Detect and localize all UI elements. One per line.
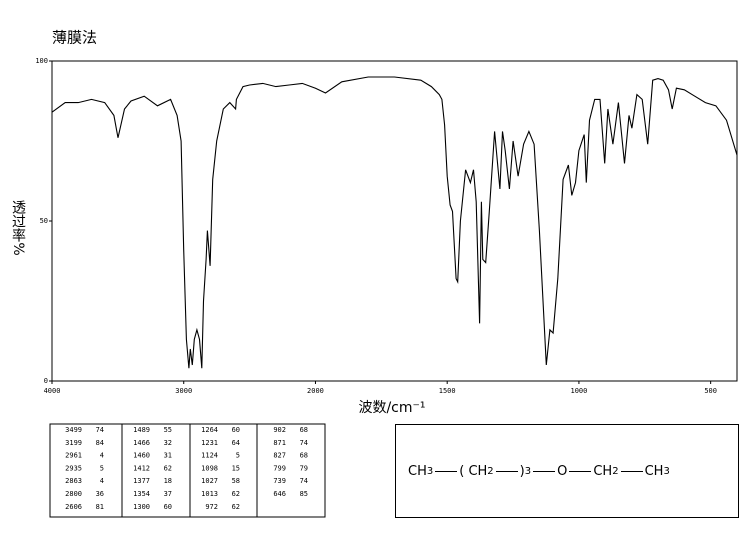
peak-transmittance: 37 bbox=[164, 490, 172, 498]
bond bbox=[569, 470, 592, 472]
x-axis-label: 波数/cm⁻¹ bbox=[358, 400, 425, 416]
y-axis-label: 透过率% bbox=[10, 200, 26, 255]
peak-wavenumber: 1354 bbox=[133, 490, 150, 498]
peak-wavenumber: 1377 bbox=[133, 477, 150, 485]
bond bbox=[620, 470, 643, 472]
peak-transmittance: 15 bbox=[232, 464, 240, 472]
peak-transmittance: 32 bbox=[164, 439, 172, 447]
peak-wavenumber: 2606 bbox=[65, 503, 82, 511]
peak-wavenumber: 1231 bbox=[201, 439, 218, 447]
peak-transmittance: 5 bbox=[236, 452, 240, 460]
peak-wavenumber: 739 bbox=[273, 477, 286, 485]
peak-transmittance: 74 bbox=[300, 477, 308, 485]
peak-wavenumber: 2863 bbox=[65, 477, 82, 485]
peak-wavenumber: 1300 bbox=[133, 503, 150, 511]
peak-wavenumber: 1460 bbox=[133, 452, 150, 460]
formula-subscript: 3 bbox=[524, 465, 532, 477]
x-tick-label: 2000 bbox=[307, 387, 324, 395]
peak-wavenumber: 2961 bbox=[65, 452, 82, 460]
peak-wavenumber: 3199 bbox=[65, 439, 82, 447]
peak-transmittance: 60 bbox=[232, 426, 240, 434]
x-tick-label: 3000 bbox=[175, 387, 192, 395]
peak-wavenumber: 2800 bbox=[65, 490, 82, 498]
x-tick-label: 1500 bbox=[439, 387, 456, 395]
peak-wavenumber: 1013 bbox=[201, 490, 218, 498]
peak-wavenumber: 2935 bbox=[65, 464, 82, 472]
peak-transmittance: 62 bbox=[232, 490, 240, 498]
formula-group: ) bbox=[519, 463, 525, 479]
x-tick-label: 1000 bbox=[570, 387, 587, 395]
formula-group: CH bbox=[644, 463, 664, 479]
peak-transmittance: 64 bbox=[232, 439, 240, 447]
formula-group: CH bbox=[408, 463, 427, 479]
peak-transmittance: 62 bbox=[164, 464, 172, 472]
peak-transmittance: 79 bbox=[300, 464, 308, 472]
peak-transmittance: 81 bbox=[96, 503, 104, 511]
peak-transmittance: 4 bbox=[100, 452, 104, 460]
peak-table-frame bbox=[49, 423, 326, 518]
peak-transmittance: 55 bbox=[164, 426, 172, 434]
x-tick-label: 4000 bbox=[44, 387, 61, 395]
formula-group: ( CH bbox=[459, 463, 488, 479]
peak-wavenumber: 1098 bbox=[201, 464, 218, 472]
peak-transmittance: 5 bbox=[100, 464, 104, 472]
bond bbox=[495, 470, 518, 472]
peak-wavenumber: 1466 bbox=[133, 439, 150, 447]
peak-transmittance: 18 bbox=[164, 477, 172, 485]
peak-wavenumber: 902 bbox=[273, 426, 286, 434]
peak-transmittance: 68 bbox=[300, 426, 308, 434]
formula-group: O bbox=[557, 463, 568, 479]
peak-wavenumber: 1412 bbox=[133, 464, 150, 472]
formula-group: CH bbox=[593, 463, 613, 479]
y-tick-label: 50 bbox=[40, 217, 48, 225]
title: 薄膜法 bbox=[52, 29, 97, 47]
peak-wavenumber: 1489 bbox=[133, 426, 150, 434]
x-tick-label: 500 bbox=[704, 387, 717, 395]
peak-transmittance: 74 bbox=[96, 426, 104, 434]
peak-wavenumber: 972 bbox=[205, 503, 218, 511]
peak-table: 3499 74 3199 84 2961 4 2935 5 2863 4 2800 36 2606 81 1… bbox=[65, 424, 308, 517]
formula-subscript: 2 bbox=[487, 465, 494, 477]
peak-transmittance: 36 bbox=[96, 490, 104, 498]
peak-wavenumber: 871 bbox=[273, 439, 286, 447]
y-tick-label: 100 bbox=[35, 57, 48, 65]
peak-wavenumber: 3499 bbox=[65, 426, 82, 434]
peak-wavenumber: 1124 bbox=[201, 452, 218, 460]
peak-wavenumber: 1027 bbox=[201, 477, 218, 485]
peak-transmittance: 84 bbox=[96, 439, 104, 447]
peak-transmittance: 31 bbox=[164, 452, 172, 460]
peak-transmittance: 68 bbox=[300, 452, 308, 460]
formula-subscript: 3 bbox=[663, 465, 670, 477]
peak-wavenumber: 799 bbox=[273, 464, 286, 472]
bond bbox=[435, 470, 458, 472]
spectrum-line bbox=[51, 76, 738, 369]
formula-subscript: 2 bbox=[612, 465, 619, 477]
peak-wavenumber: 1264 bbox=[201, 426, 218, 434]
peak-wavenumber: 827 bbox=[273, 452, 286, 460]
peak-transmittance: 62 bbox=[232, 503, 240, 511]
peak-transmittance: 60 bbox=[164, 503, 172, 511]
peak-transmittance: 74 bbox=[300, 439, 308, 447]
formula-subscript: 3 bbox=[426, 465, 434, 477]
peak-transmittance: 58 bbox=[232, 477, 240, 485]
peak-transmittance: 4 bbox=[100, 477, 104, 485]
peak-transmittance: 85 bbox=[300, 490, 308, 498]
structure-formula: CH 3( CH 2) 3 O CH 2 CH 3 bbox=[395, 424, 739, 518]
peak-wavenumber: 646 bbox=[273, 490, 286, 498]
y-tick-label: 0 bbox=[44, 377, 48, 385]
bond bbox=[533, 470, 556, 472]
